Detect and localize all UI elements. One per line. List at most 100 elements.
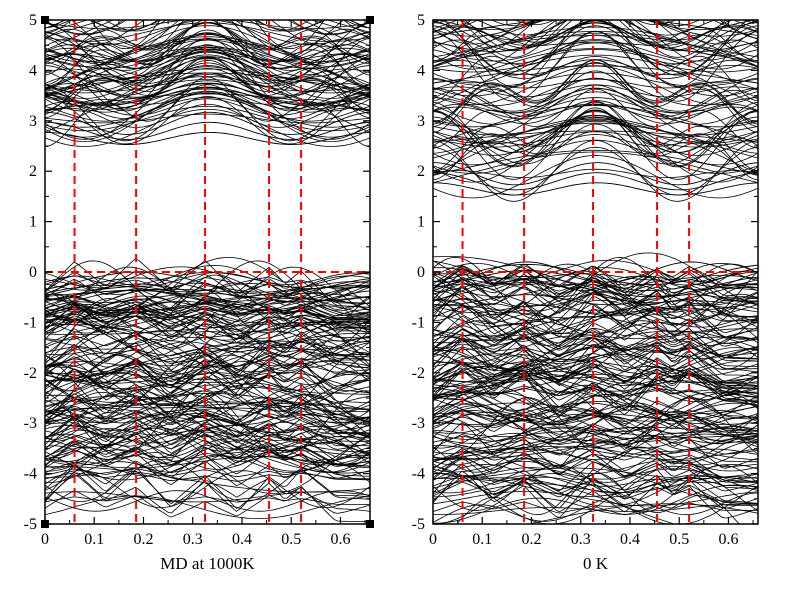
conduction-band-line xyxy=(45,96,370,145)
valence-band-line xyxy=(433,416,758,454)
valence-band-line xyxy=(45,302,370,326)
conduction-band-line xyxy=(45,20,370,76)
valence-band-line xyxy=(433,448,758,505)
valence-band-line xyxy=(433,415,758,451)
valence-band-line xyxy=(433,370,758,401)
valence-band-line xyxy=(433,370,758,416)
x-axis-title: 0 K xyxy=(583,554,609,573)
conduction-band-line xyxy=(433,40,758,84)
valence-band-line xyxy=(45,439,370,481)
valence-band-line xyxy=(433,492,758,523)
valence-band-line xyxy=(45,427,370,494)
y-tick-label: 0 xyxy=(29,264,37,281)
valence-band-line xyxy=(433,402,758,445)
valence-band-line xyxy=(45,470,370,509)
valence-band-line xyxy=(433,359,758,399)
y-tick-label: -5 xyxy=(24,516,37,533)
conduction-band-line xyxy=(45,20,370,30)
valence-band-line xyxy=(433,476,758,513)
x-tick-label: 0.5 xyxy=(669,531,689,548)
axes: -5 -4 -3 -2 -1 0 1 2 3 4 5 0 0.1 0.2 0.3 0.4 0.5 0.6 xyxy=(412,12,758,548)
conduction-band-line xyxy=(45,103,370,128)
valence-band-line xyxy=(45,384,370,423)
valence-band-line xyxy=(45,368,370,401)
valence-band-line xyxy=(45,333,370,384)
valence-band-line xyxy=(45,418,370,450)
conduction-band-line xyxy=(45,87,370,143)
conduction-band-line xyxy=(433,59,758,127)
conduction-band-line xyxy=(433,20,758,45)
valence-band-line xyxy=(45,274,370,334)
conduction-band-line xyxy=(433,101,758,167)
valence-band-line xyxy=(45,450,370,465)
valence-band-line xyxy=(45,416,370,461)
valence-band-line xyxy=(45,416,370,472)
conduction-band-line xyxy=(45,88,370,106)
conduction-band-line xyxy=(433,22,758,52)
conduction-band-line xyxy=(433,100,758,124)
conduction-band-line xyxy=(433,20,758,36)
conduction-band-line xyxy=(433,155,758,199)
valence-band-line xyxy=(433,376,758,394)
valence-band-line xyxy=(433,272,758,302)
y-tick-label: -5 xyxy=(412,516,425,533)
valence-band-line xyxy=(45,381,370,412)
valence-band-line xyxy=(433,270,758,314)
conduction-band-line xyxy=(45,131,370,145)
reference-lines xyxy=(433,20,758,524)
conduction-band-line xyxy=(45,25,370,63)
conduction-band-line xyxy=(45,22,370,42)
conduction-band-line xyxy=(45,72,370,98)
conduction-band-line xyxy=(433,111,758,153)
valence-band-line xyxy=(45,405,370,432)
valence-band-line xyxy=(45,319,370,356)
x-tick-label: 0.1 xyxy=(84,531,104,548)
conduction-band-line xyxy=(45,51,370,62)
valence-band-line xyxy=(433,392,758,444)
conduction-band-line xyxy=(45,108,370,147)
valence-band-line xyxy=(45,460,370,500)
conduction-band-line xyxy=(459,20,732,41)
valence-band-line xyxy=(433,361,758,387)
x-tick-label: 0.2 xyxy=(133,531,153,548)
valence-band-line xyxy=(45,358,370,373)
axes: -5 -4 -3 -2 -1 0 1 2 3 4 5 0 0.1 0.2 0.3 0.4 0.5 0.6 xyxy=(24,12,370,548)
conduction-band-line xyxy=(45,1,370,9)
valence-band-line xyxy=(45,336,370,378)
conduction-band-line xyxy=(433,30,758,102)
conduction-band-line xyxy=(45,20,370,33)
valence-band-line xyxy=(45,346,370,357)
valence-band-line xyxy=(433,300,758,351)
conduction-band-line xyxy=(45,80,370,99)
valence-band-line xyxy=(433,263,758,306)
valence-band-line xyxy=(45,446,370,477)
valence-band-line xyxy=(433,276,758,298)
conduction-band-line xyxy=(433,151,758,183)
valence-band-line xyxy=(45,361,370,381)
conduction-band-line xyxy=(433,172,758,191)
conduction-band-line xyxy=(45,57,370,112)
valence-band-line xyxy=(433,384,758,415)
y-tick-label: 3 xyxy=(29,113,37,130)
valence-band-line xyxy=(45,470,370,522)
valence-band-line xyxy=(45,264,370,301)
valence-band-line xyxy=(433,484,758,524)
valence-band-line xyxy=(433,396,758,434)
valence-band-line xyxy=(433,303,758,347)
valence-band-line xyxy=(45,379,370,423)
valence-band-line xyxy=(45,400,370,412)
conduction-band-line xyxy=(433,20,758,63)
valence-band-line xyxy=(45,438,370,463)
valence-band-line xyxy=(45,353,370,387)
x-tick-label: 0.3 xyxy=(183,531,203,548)
conduction-band-line xyxy=(45,84,370,142)
conduction-band-line xyxy=(45,0,370,11)
x-axis-title: MD at 1000K xyxy=(160,554,255,573)
valence-band-line xyxy=(45,289,370,311)
valence-band-line xyxy=(45,326,370,368)
conduction-band-line xyxy=(433,139,758,202)
x-tick-label: 0.6 xyxy=(330,531,350,548)
valence-band-line xyxy=(433,347,758,371)
valence-band-line xyxy=(45,321,370,376)
